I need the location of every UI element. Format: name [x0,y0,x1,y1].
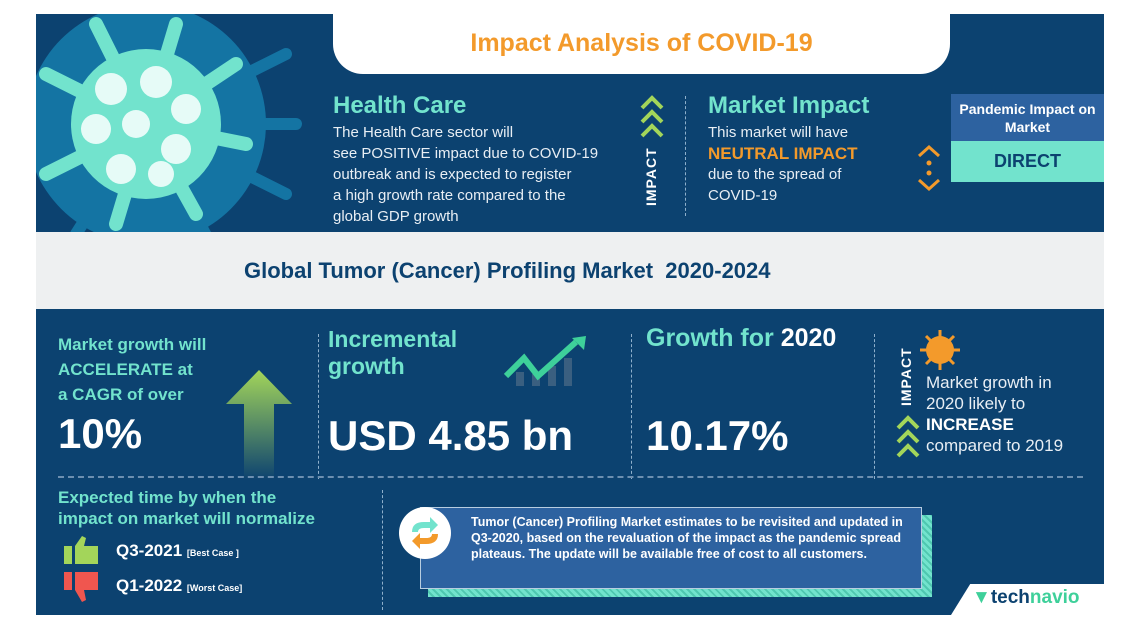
brand-tab [951,584,1104,615]
text-line: impact on market will normalize [58,509,315,528]
text-line: The Health Care sector will [333,124,514,141]
text-line: see POSITIVE impact due to COVID-19 [333,145,599,162]
health-care-title: Health Care [333,92,467,119]
text-line: 2020 likely to [926,394,1026,413]
text-line: Incremental [328,326,458,352]
divider [318,334,319,479]
arrow-up-icon [226,370,292,480]
impact-label: IMPACT [898,347,914,406]
text-line: COVID-19 [708,187,778,204]
worst-quarter: Q1-2022 [116,576,183,595]
increase-text: INCREASE [926,415,1014,434]
impact-2020-text: Market growth in 2020 likely to INCREASE… [926,372,1063,456]
worst-case-label: [Worst Case] [186,583,243,593]
text-line: due to the spread of [708,166,842,183]
growth-2020-title: Growth for 2020 [646,324,836,353]
text-line: Market growth will [58,335,207,354]
text-line: ACCELERATE at [58,360,193,379]
pandemic-impact-value: DIRECT [951,141,1104,182]
neutral-impact-text: NEUTRAL IMPACT [708,144,858,163]
technavio-logo: ▼technavio [972,587,1080,608]
trend-chart-icon [503,336,586,386]
text-line: growth [328,353,405,379]
text-line: Expected time by when the [58,488,277,507]
divider [382,490,383,610]
market-impact-title: Market Impact [708,92,870,119]
page-title: Impact Analysis of COVID-19 [333,14,950,74]
text-line: a CAGR of over [58,385,184,404]
growth-label: Growth for [646,324,774,352]
update-note: Tumor (Cancer) Profiling Market estimate… [420,507,922,589]
divider [685,96,686,216]
market-impact-section: Market Impact This market will have NEUT… [708,92,918,206]
text-line: This market will have [708,124,849,141]
refresh-icon [399,507,451,559]
cagr-value: 10% [58,410,143,457]
impact-label: IMPACT [643,147,659,206]
best-quarter: Q3-2021 [116,541,183,560]
text-line: Market growth in [926,373,1052,392]
worst-case: Q1-2022 [Worst Case] [116,576,242,596]
health-care-section: Health Care The Health Care sector will … [333,92,633,227]
text-line: a high growth rate compared to the [333,187,566,204]
virus-icon [36,14,302,254]
best-case: Q3-2021 [Best Case ] [116,541,239,561]
thumbs-down-icon [64,572,98,602]
normalize-title: Expected time by when the impact on mark… [58,487,315,529]
growth-year: 2020 [780,324,837,352]
divider [58,476,1083,478]
chevrons-up-icon [640,95,664,138]
sun-virus-icon [920,330,960,370]
divider [874,334,875,479]
pandemic-impact-label: Pandemic Impact on Market [951,94,1104,141]
market-title-band: Global Tumor (Cancer) Profiling Market 2… [36,232,1104,309]
infographic: Impact Analysis of COVID-19 Health Care … [36,14,1104,615]
logo-text: tech [990,587,1030,608]
logo-text: navio [1029,587,1080,608]
text-line: global GDP growth [333,208,459,225]
text-line: compared to 2019 [926,436,1064,455]
text-line: outbreak and is expected to register [333,166,572,183]
best-case-label: [Best Case ] [186,548,239,558]
thumbs-up-icon [64,536,98,564]
up-down-arrows-icon [917,144,941,192]
incremental-section: Incremental growth [328,326,457,380]
chevrons-up-icon [896,415,920,458]
divider [631,334,632,479]
incremental-value: USD 4.85 bn [328,412,574,459]
growth-2020-value: 10.17% [646,412,789,459]
market-title: Global Tumor (Cancer) Profiling Market 2… [244,258,771,283]
cagr-section: Market growth will ACCELERATE at a CAGR … [58,332,206,407]
